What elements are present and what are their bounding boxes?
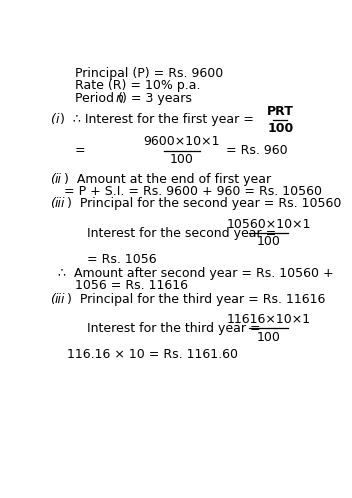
Text: =: = <box>75 144 86 157</box>
Text: (: ( <box>50 293 55 306</box>
Text: (: ( <box>50 173 55 186</box>
Text: 116.16 × 10 = Rs. 1161.60: 116.16 × 10 = Rs. 1161.60 <box>67 348 238 361</box>
Text: iii: iii <box>55 197 65 210</box>
Text: )  Amount at the end of first year: ) Amount at the end of first year <box>64 173 271 186</box>
Text: 10560×10×1: 10560×10×1 <box>226 218 311 231</box>
Text: 100: 100 <box>257 331 281 344</box>
Text: )  Principal for the third year = Rs. 11616: ) Principal for the third year = Rs. 116… <box>67 293 326 306</box>
Text: 9600×10×1: 9600×10×1 <box>144 135 220 148</box>
Text: )  Principal for the second year = Rs. 10560: ) Principal for the second year = Rs. 10… <box>67 197 342 210</box>
Text: = Rs. 1056: = Rs. 1056 <box>87 252 156 266</box>
Text: Period (: Period ( <box>75 92 123 105</box>
Text: Interest for the third year =: Interest for the third year = <box>87 322 260 335</box>
Text: iii: iii <box>55 293 65 306</box>
Text: ∴  Amount after second year = Rs. 10560 +: ∴ Amount after second year = Rs. 10560 + <box>58 266 334 279</box>
Text: 11616×10×1: 11616×10×1 <box>227 313 311 326</box>
Text: n: n <box>115 92 123 105</box>
Text: )  ∴ Interest for the first year =: ) ∴ Interest for the first year = <box>60 114 254 126</box>
Text: PRT: PRT <box>267 105 294 118</box>
Text: = P + S.I. = Rs. 9600 + 960 = Rs. 10560: = P + S.I. = Rs. 9600 + 960 = Rs. 10560 <box>64 185 322 198</box>
Text: ii: ii <box>55 173 62 186</box>
Text: 1056 = Rs. 11616: 1056 = Rs. 11616 <box>75 279 188 292</box>
Text: Rate (R) = 10% p.a.: Rate (R) = 10% p.a. <box>75 80 201 93</box>
Text: i: i <box>56 114 59 126</box>
Text: 100: 100 <box>257 236 281 249</box>
Text: ) = 3 years: ) = 3 years <box>121 92 191 105</box>
Text: Interest for the second year =: Interest for the second year = <box>87 227 276 240</box>
Text: 100: 100 <box>170 153 194 166</box>
Text: (: ( <box>50 114 55 126</box>
Text: 100: 100 <box>267 122 294 135</box>
Text: = Rs. 960: = Rs. 960 <box>226 144 288 157</box>
Text: Principal (P) = Rs. 9600: Principal (P) = Rs. 9600 <box>75 67 223 80</box>
Text: (: ( <box>50 197 55 210</box>
